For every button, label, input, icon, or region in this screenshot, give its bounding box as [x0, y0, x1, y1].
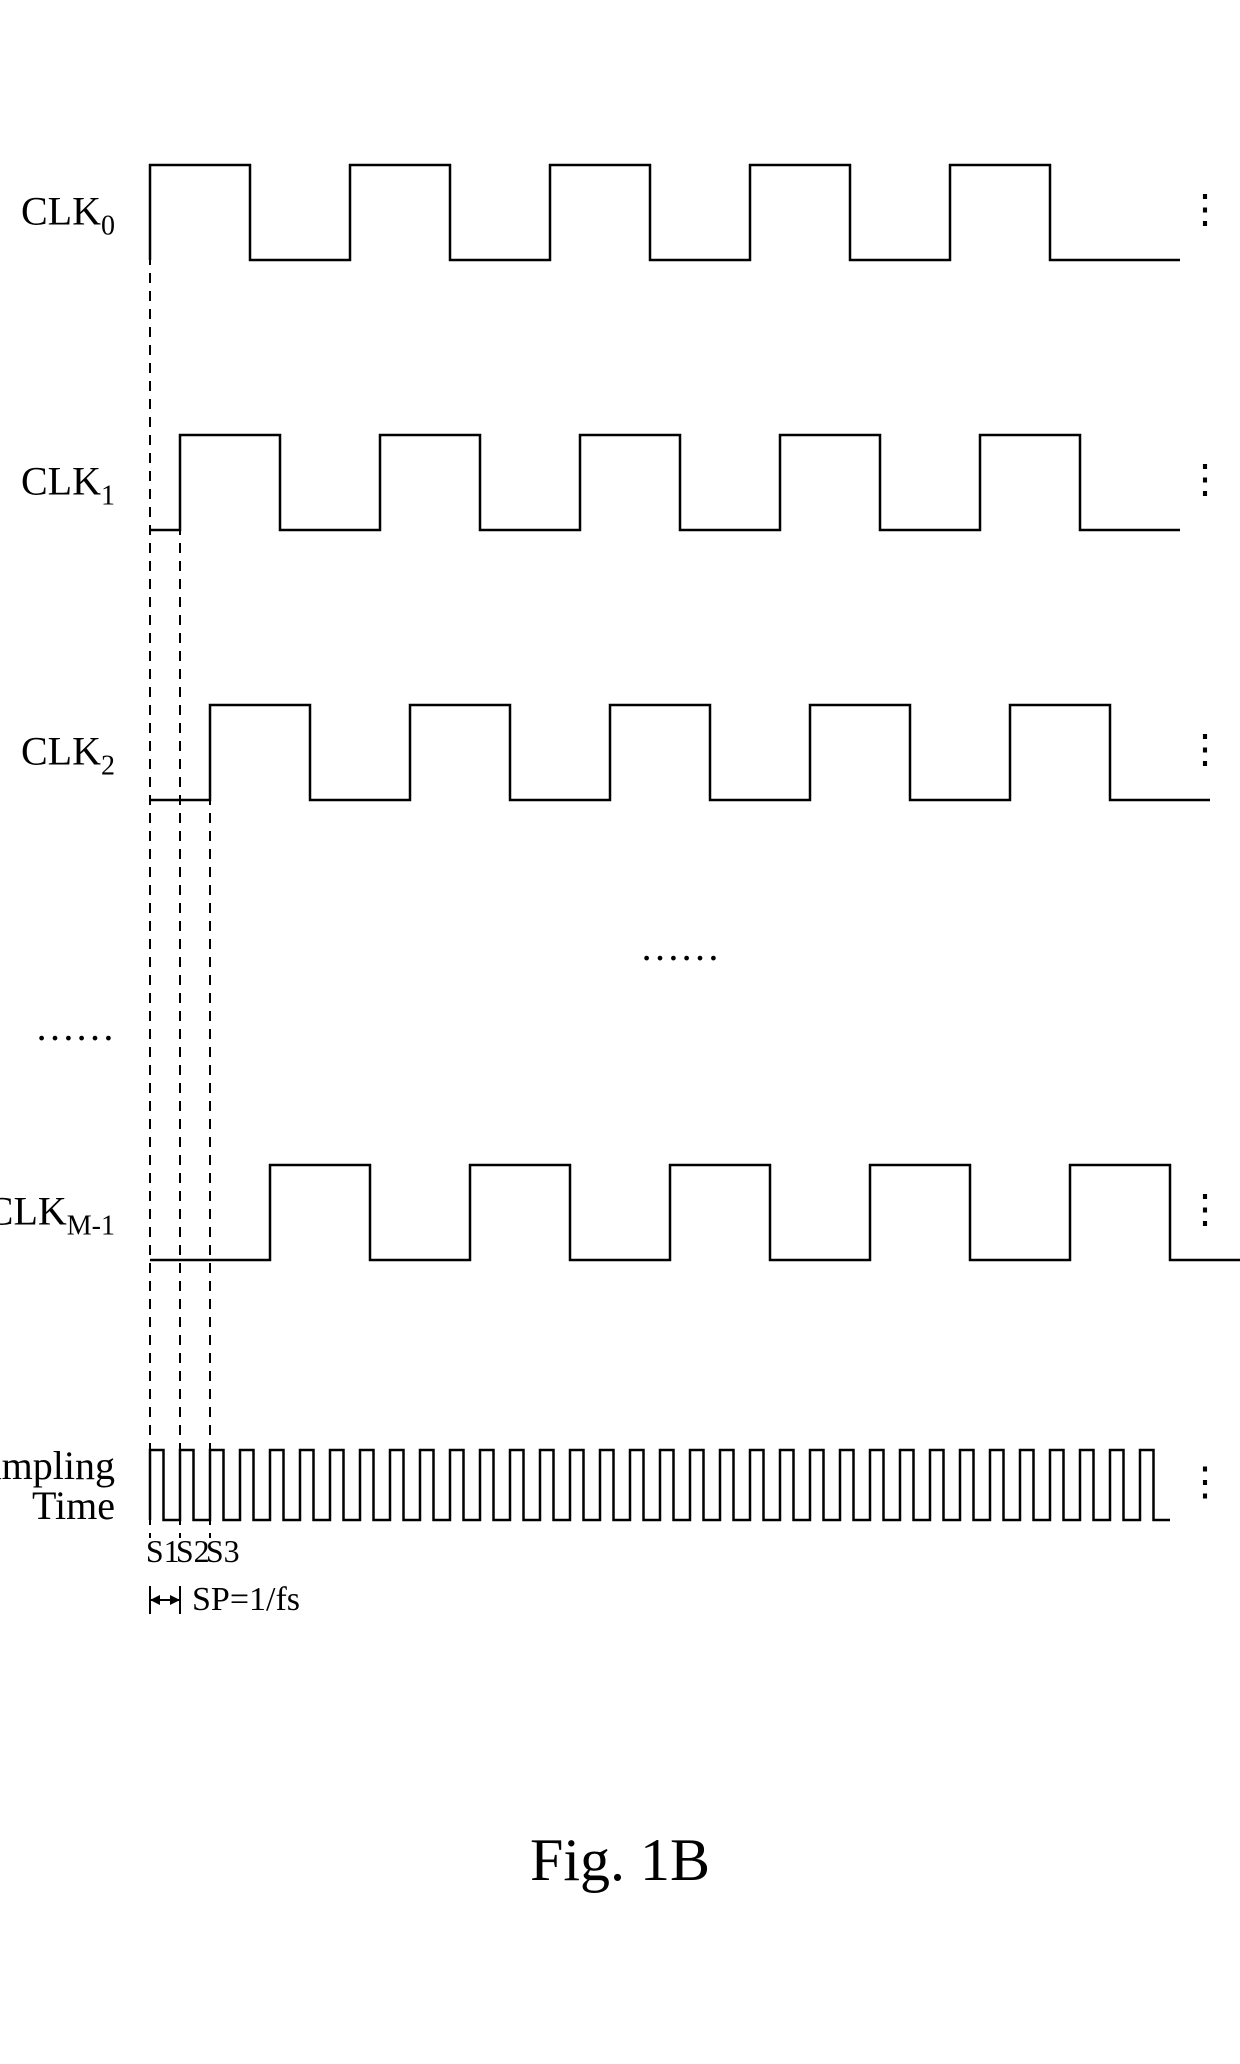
continuation-dots: ⋮ — [1185, 1459, 1225, 1504]
sp-arrow-right — [170, 1595, 180, 1605]
continuation-dots: ⋮ — [1185, 1187, 1225, 1232]
sampling-label-line2: Time — [32, 1483, 115, 1528]
clock-waveform-1 — [150, 435, 1180, 530]
sample-label-S1: S1 — [146, 1533, 180, 1569]
clock-label-1: CLK1 — [21, 459, 115, 512]
clock-waveform-2 — [150, 705, 1210, 800]
clock-waveform-M-1 — [150, 1165, 1240, 1260]
label-ellipsis: …… — [35, 1004, 115, 1049]
sp-arrow-left — [150, 1595, 160, 1605]
clock-label-2: CLK2 — [21, 729, 115, 782]
clock-label-0: CLK0 — [21, 189, 115, 242]
continuation-dots: ⋮ — [1185, 187, 1225, 232]
sampling-waveform — [150, 1450, 1170, 1520]
sp-label: SP=1/fs — [192, 1581, 300, 1618]
continuation-dots: ⋮ — [1185, 727, 1225, 772]
mid-ellipsis: …… — [640, 924, 720, 969]
clock-label-M-1: CLKM-1 — [0, 1189, 115, 1242]
sample-label-S2: S2 — [176, 1533, 210, 1569]
clock-waveform-0 — [150, 165, 1180, 260]
continuation-dots: ⋮ — [1185, 457, 1225, 502]
sample-label-S3: S3 — [206, 1533, 240, 1569]
sampling-label-line1: Sampling — [0, 1443, 115, 1488]
figure-caption: Fig. 1B — [530, 1827, 710, 1893]
